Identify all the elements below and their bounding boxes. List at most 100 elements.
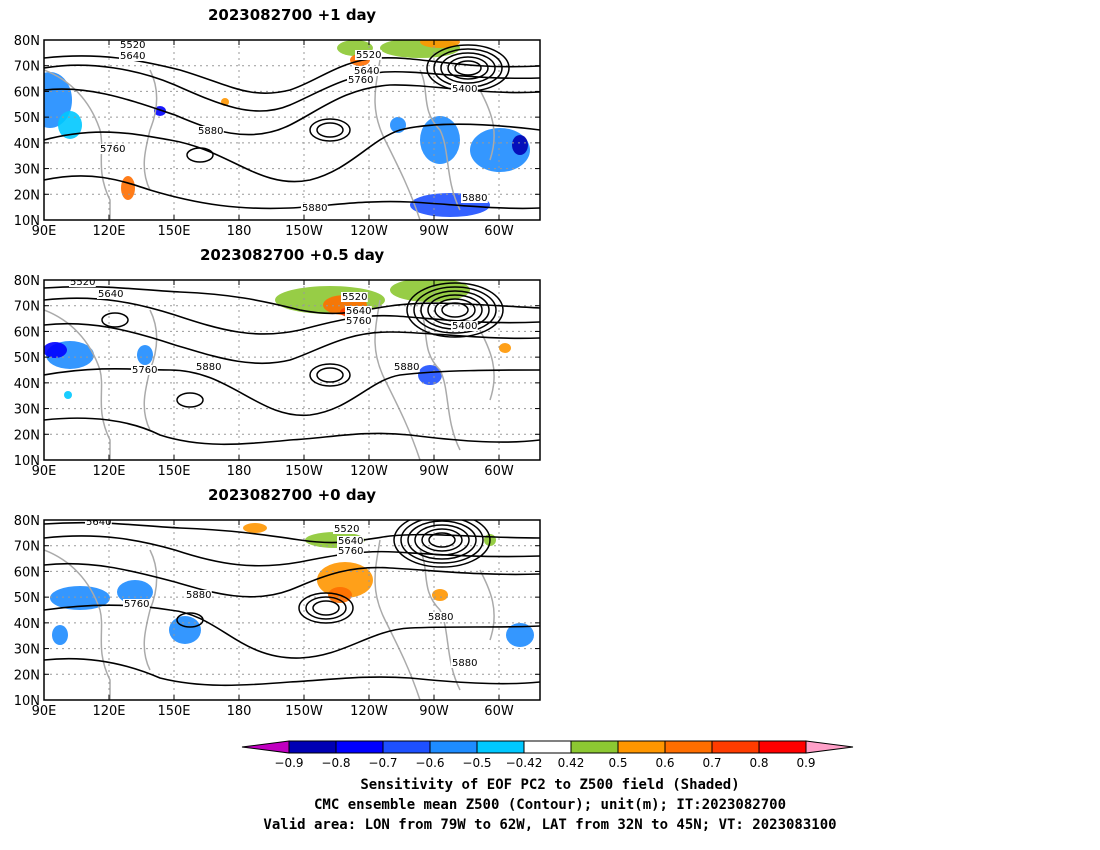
contour-label-bg <box>69 280 96 287</box>
sensitivity-shading <box>58 111 82 139</box>
lat-label: 20N <box>14 428 40 443</box>
contour-label-bg <box>337 546 364 556</box>
sensitivity-shading <box>317 562 373 598</box>
colorbar-bin <box>617 740 666 754</box>
contour-label: 5520 <box>120 40 145 51</box>
z500-closed-contour <box>413 286 497 334</box>
contour-label: 5520 <box>334 524 359 535</box>
panel-2-title: 2023082700 +0.5 day <box>200 246 385 264</box>
panel-3-map: 5640552056405760576058805880588080N70N60… <box>14 514 541 719</box>
contour-label: 5760 <box>348 75 373 86</box>
coastline <box>143 549 158 671</box>
z500-contour <box>44 417 540 446</box>
lon-label: 60W <box>484 704 514 719</box>
caption-line-3: Valid area: LON from 79W to 62W, LAT fro… <box>263 817 837 833</box>
lon-label: 180 <box>227 704 252 719</box>
sensitivity-shading <box>121 176 135 200</box>
z500-closed-contour <box>186 147 214 163</box>
colorbar-tick-label: 0.42 <box>558 756 585 770</box>
lon-label: 150E <box>157 224 190 239</box>
lat-label: 20N <box>14 668 40 683</box>
contour-label: 5640 <box>338 536 363 547</box>
colorbar-tick-label: 0.5 <box>608 756 627 770</box>
lat-label: 70N <box>14 300 40 315</box>
map-frame <box>43 519 541 701</box>
colorbar-over-triangle <box>805 740 854 754</box>
contour-label-bg <box>451 658 478 668</box>
colorbar-bin <box>758 740 807 754</box>
contour-label: 5880 <box>186 590 211 601</box>
colorbar-bin <box>570 740 619 754</box>
lat-label: 40N <box>14 377 40 392</box>
sensitivity-shading <box>137 345 153 365</box>
contour-label-bg <box>345 306 372 316</box>
coastline <box>419 69 461 211</box>
lon-label: 150W <box>285 704 323 719</box>
contour-label: 5520 <box>342 292 367 303</box>
sensitivity-shading <box>512 135 528 155</box>
coastline <box>419 309 461 451</box>
coastline <box>44 549 111 700</box>
colorbar-bin <box>429 740 478 754</box>
z500-closed-contour <box>407 520 477 560</box>
sensitivity-shading <box>52 625 68 645</box>
z500-closed-contour <box>447 56 489 80</box>
contour-label: 5880 <box>198 126 223 137</box>
contour-label: 5400 <box>452 84 477 95</box>
panel-1-title: 2023082700 +1 day <box>208 6 376 24</box>
colorbar-bin <box>523 740 572 754</box>
lat-label: 20N <box>14 188 40 203</box>
panel-3-title: 2023082700 +0 day <box>208 486 376 504</box>
coastline <box>479 569 495 641</box>
lat-label: 10N <box>14 694 40 709</box>
contour-label: 5520 <box>356 50 381 61</box>
lon-label: 120W <box>350 464 388 479</box>
contour-label-bg <box>195 362 222 372</box>
lat-label: 80N <box>14 514 40 529</box>
lat-label: 70N <box>14 60 40 75</box>
colorbar: −0.9 −0.8 −0.7 −0.6 −0.5 −0.42 0.42 0.5 0.6 0.7 0.… <box>241 740 854 770</box>
colorbar-tick-label: 0.6 <box>655 756 674 770</box>
lat-label: 60N <box>14 85 40 100</box>
sensitivity-shading <box>420 116 460 164</box>
lat-label: 10N <box>14 454 40 469</box>
map-frame <box>43 279 541 461</box>
contour-label: 5760 <box>132 365 157 376</box>
contour-label: 5640 <box>346 306 371 317</box>
contour-label: 5520 <box>70 277 95 288</box>
lat-label: 30N <box>14 403 40 418</box>
contour-label-bg <box>355 50 382 60</box>
lat-label: 50N <box>14 351 40 366</box>
z500-closed-contour <box>312 600 340 616</box>
lon-label: 90E <box>32 704 57 719</box>
lon-label: 120E <box>92 224 125 239</box>
contour-label-bg <box>353 66 380 76</box>
contour-label-bg <box>451 84 478 94</box>
sensitivity-shading <box>44 342 67 358</box>
z500-closed-contour <box>298 592 354 624</box>
lon-label: 90W <box>419 704 449 719</box>
coastline <box>44 69 111 220</box>
contour-label: 5760 <box>346 316 371 327</box>
contour-label-bg <box>119 51 146 61</box>
lon-label: 90W <box>419 224 449 239</box>
z500-closed-contour <box>414 524 470 556</box>
sensitivity-shading <box>420 40 460 48</box>
coastline <box>479 329 495 401</box>
z500-closed-contour <box>309 118 351 142</box>
lon-label: 180 <box>227 464 252 479</box>
contour-label-bg <box>301 203 328 213</box>
colorbar-bin <box>335 740 384 754</box>
colorbar-under-triangle <box>241 740 290 754</box>
contour-label: 5880 <box>302 203 327 214</box>
contour-label-bg <box>337 536 364 546</box>
lon-label: 150E <box>157 704 190 719</box>
z500-closed-contour <box>316 122 344 138</box>
sensitivity-shading <box>432 589 448 601</box>
contour-label-bg <box>333 524 360 534</box>
coastline <box>143 69 158 191</box>
contour-label-bg <box>131 365 158 375</box>
lat-label: 70N <box>14 540 40 555</box>
contour-label: 5760 <box>124 599 149 610</box>
